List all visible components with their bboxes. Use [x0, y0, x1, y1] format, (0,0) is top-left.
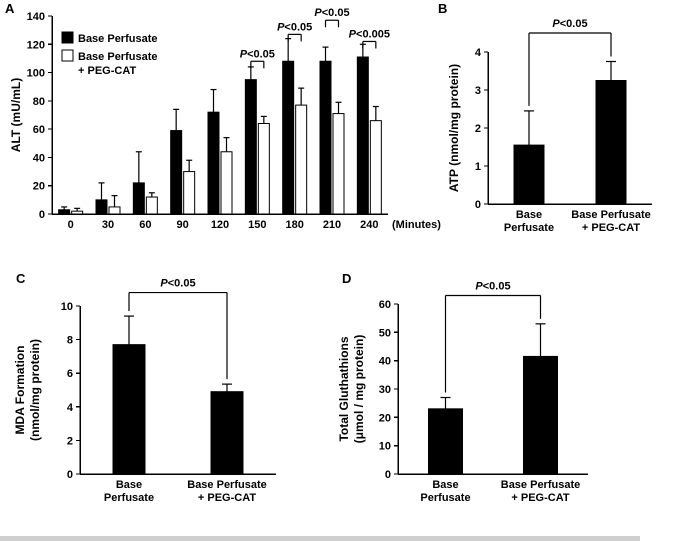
svg-text:10: 10: [61, 301, 73, 313]
svg-text:P<0.05: P<0.05: [160, 278, 195, 290]
svg-text:0: 0: [39, 209, 45, 221]
svg-text:P<0.05: P<0.05: [552, 18, 587, 30]
svg-text:+ PEG-CAT: + PEG-CAT: [78, 65, 136, 77]
svg-text:ATP (nmol/mg protein): ATP (nmol/mg protein): [447, 64, 461, 192]
svg-text:100: 100: [27, 68, 45, 80]
svg-text:4: 4: [67, 402, 74, 414]
panel-a-label: A: [5, 1, 15, 16]
svg-text:210: 210: [323, 219, 341, 231]
svg-text:6: 6: [67, 368, 73, 380]
svg-text:P<0.05: P<0.05: [277, 21, 312, 33]
svg-text:40: 40: [379, 356, 391, 368]
svg-text:20: 20: [33, 181, 45, 193]
svg-text:60: 60: [33, 124, 45, 136]
svg-text:Perfusate: Perfusate: [504, 222, 554, 234]
svg-text:30: 30: [102, 219, 114, 231]
svg-text:240: 240: [360, 219, 378, 231]
svg-text:150: 150: [248, 219, 266, 231]
svg-text:Base Perfusate: Base Perfusate: [187, 479, 267, 491]
svg-text:50: 50: [379, 327, 391, 339]
svg-text:+ PEG-CAT: + PEG-CAT: [511, 492, 569, 504]
panel-a-chart: 0 20 40 60 80 100 120 140 ALT (mU/mL) 0 30 60 90 120 1…: [9, 7, 441, 231]
svg-text:P<0.05: P<0.05: [475, 281, 510, 293]
svg-text:Perfusate: Perfusate: [420, 492, 470, 504]
svg-text:140: 140: [27, 11, 45, 23]
svg-text:0: 0: [67, 469, 73, 481]
panel-c-label: C: [16, 271, 26, 286]
svg-text:Base Perfusate: Base Perfusate: [501, 479, 581, 491]
panel-d-label: D: [342, 271, 352, 286]
svg-text:(Minutes): (Minutes): [392, 219, 441, 231]
svg-text:Base Perfusate: Base Perfusate: [78, 33, 158, 45]
svg-text:120: 120: [211, 219, 229, 231]
svg-text:0: 0: [385, 469, 391, 481]
bottom-border-strip: [0, 536, 640, 541]
svg-text:120: 120: [27, 39, 45, 51]
svg-text:3: 3: [475, 85, 481, 97]
svg-text:180: 180: [285, 219, 303, 231]
svg-text:60: 60: [379, 299, 391, 311]
svg-text:Base Perfusate: Base Perfusate: [571, 209, 651, 221]
svg-text:30: 30: [379, 384, 391, 396]
svg-text:MDA Formation: MDA Formation: [13, 346, 27, 435]
svg-text:Base: Base: [116, 479, 142, 491]
svg-text:80: 80: [33, 96, 45, 108]
panel-d-chart: 0 10 20 30 40 50 60 Total Gluthathions (μmol / m…: [337, 281, 588, 504]
svg-text:40: 40: [33, 152, 45, 164]
svg-text:ALT (mU/mL): ALT (mU/mL): [9, 78, 23, 152]
svg-text:Total Gluthathions: Total Gluthathions: [337, 336, 351, 441]
panel-c-chart: 0 2 4 6 8 10 MDA Formation (nmol/mg protein) Bas…: [13, 278, 276, 504]
svg-text:Perfusate: Perfusate: [104, 492, 154, 504]
svg-text:2: 2: [475, 123, 481, 135]
svg-text:8: 8: [67, 335, 73, 347]
svg-text:4: 4: [475, 47, 482, 59]
svg-text:P<0.005: P<0.005: [349, 28, 390, 40]
svg-text:+ PEG-CAT: + PEG-CAT: [198, 492, 256, 504]
svg-text:10: 10: [379, 441, 391, 453]
svg-text:90: 90: [177, 219, 189, 231]
svg-text:Base: Base: [516, 209, 542, 221]
svg-text:+ PEG-CAT: + PEG-CAT: [582, 222, 640, 234]
svg-text:Base: Base: [432, 479, 458, 491]
panel-b-label: B: [438, 1, 448, 16]
svg-text:60: 60: [139, 219, 151, 231]
svg-text:(nmol/mg protein): (nmol/mg protein): [28, 339, 42, 441]
svg-text:20: 20: [379, 412, 391, 424]
svg-text:Base Perfusate: Base Perfusate: [78, 51, 158, 63]
svg-text:P<0.05: P<0.05: [314, 7, 349, 19]
svg-text:0: 0: [68, 219, 74, 231]
svg-text:1: 1: [475, 161, 481, 173]
svg-text:P<0.05: P<0.05: [240, 48, 275, 60]
svg-text:(μmol / mg protein): (μmol / mg protein): [352, 335, 366, 444]
svg-text:2: 2: [67, 435, 73, 447]
svg-text:0: 0: [475, 199, 481, 211]
